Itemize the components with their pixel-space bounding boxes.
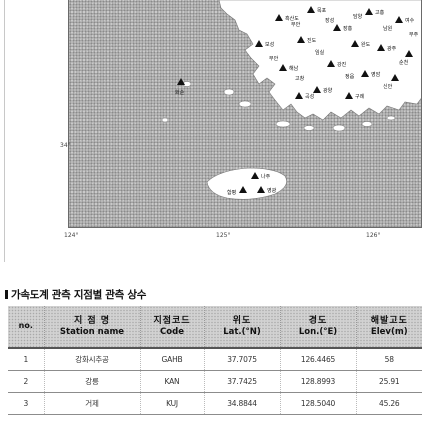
table-row: 2 강릉 KAN 37.7425 128.8993 25.91 [8, 370, 422, 393]
cell-elevation: 45.26 [356, 392, 422, 415]
mainland-shape [218, 0, 421, 121]
column-header-longitude: 경도 Lon.(°E) [280, 306, 357, 348]
station-label: 임실 [315, 49, 325, 56]
station-label: 고흥 [375, 9, 385, 16]
cell-no: 2 [8, 370, 45, 393]
table-header-row: no. 지 점 명 Station name 지점코드 Code 위도 Lat.… [8, 306, 422, 348]
section-title: 가속도계 관측 지점별 관측 상수 [11, 288, 147, 301]
cell-latitude: 37.7075 [204, 348, 281, 371]
longitude-tick-label: 126° [366, 232, 381, 239]
column-header-latitude: 위도 Lat.(°N) [204, 306, 281, 348]
column-header-no: no. [8, 306, 45, 348]
station-label: 보성 [265, 41, 274, 48]
station-label: 흑산도 [285, 15, 299, 22]
column-header-code: 지점코드 Code [140, 306, 205, 348]
station-label: 구례 [355, 93, 365, 100]
margin-rule [4, 0, 5, 262]
station-label: 남원 [383, 25, 393, 32]
station-label: 장흥 [343, 25, 353, 32]
cell-code: GAHB [140, 348, 205, 371]
cell-station-name: 강릉 [44, 370, 141, 393]
section-heading: 가속도계 관측 지점별 관측 상수 [5, 287, 146, 301]
cell-no: 3 [8, 392, 45, 415]
station-label: 완도 [361, 41, 371, 48]
cell-no: 1 [8, 348, 45, 371]
station-label: 해남 [289, 65, 299, 72]
cell-longitude: 128.5040 [280, 392, 357, 415]
coastal-islands [161, 81, 396, 132]
station-labels: 흑산도 목포 장흥 고흥 여수 진도 완도 광주 순천 해남 강진 영암 신안 … [175, 8, 419, 196]
station-label: 광주 [387, 45, 397, 52]
station-label: 순천 [399, 59, 409, 66]
cell-latitude: 37.7425 [204, 370, 281, 393]
cell-code: KUJ [140, 392, 205, 415]
cell-latitude: 34.8844 [204, 392, 281, 415]
cell-station-name: 거제 [44, 392, 141, 415]
longitude-tick-label: 124° [64, 232, 79, 239]
column-header-elevation: 해발고도 Elev(m) [356, 306, 422, 348]
station-label: 부안 [269, 55, 279, 62]
station-map: 흑산도 목포 장흥 고흥 여수 진도 완도 광주 순천 해남 강진 영암 신안 … [68, 0, 422, 228]
station-label: 여수 [405, 17, 415, 24]
cell-code: KAN [140, 370, 205, 393]
column-header-station-name: 지 점 명 Station name [44, 306, 141, 348]
cell-longitude: 128.8993 [280, 370, 357, 393]
station-label: 무주 [409, 32, 419, 38]
cell-longitude: 126.4465 [280, 348, 357, 371]
longitude-tick-label: 125° [216, 232, 231, 239]
station-label: 정읍 [345, 73, 355, 80]
table-row: 1 강화시추공 GAHB 37.7075 126.4465 58 [8, 348, 422, 371]
station-label: 고창 [295, 75, 305, 82]
map-graphic: 흑산도 목포 장흥 고흥 여수 진도 완도 광주 순천 해남 강진 영암 신안 … [161, 0, 421, 200]
station-label: 장성 [325, 17, 334, 24]
station-markers [177, 6, 413, 193]
station-label: 진도 [307, 37, 317, 44]
station-label: 무안 [291, 21, 301, 28]
station-label: 함평 [227, 189, 236, 196]
table-row: 3 거제 KUJ 34.8844 128.5040 45.26 [8, 392, 422, 415]
cell-elevation: 25.91 [356, 370, 422, 393]
station-label: 강진 [337, 61, 347, 68]
latitude-tick-label: 34° [60, 142, 71, 149]
station-label: 목포 [317, 8, 327, 14]
station-label: 담양 [353, 13, 363, 20]
cell-station-name: 강화시추공 [44, 348, 141, 371]
station-label: 곡성 [305, 93, 314, 100]
station-label: 영암 [371, 71, 381, 78]
cell-elevation: 58 [356, 348, 422, 371]
station-label: 화순 [175, 89, 185, 96]
jeju-island [206, 167, 287, 200]
heading-bullet-icon [5, 289, 8, 299]
station-map-figure: 흑산도 목포 장흥 고흥 여수 진도 완도 광주 순천 해남 강진 영암 신안 … [4, 0, 422, 262]
station-label: 신안 [383, 83, 393, 90]
station-table: no. 지 점 명 Station name 지점코드 Code 위도 Lat.… [8, 306, 422, 415]
station-label: 나주 [261, 173, 271, 180]
station-label: 영광 [267, 187, 277, 194]
station-label: 광양 [323, 87, 333, 94]
